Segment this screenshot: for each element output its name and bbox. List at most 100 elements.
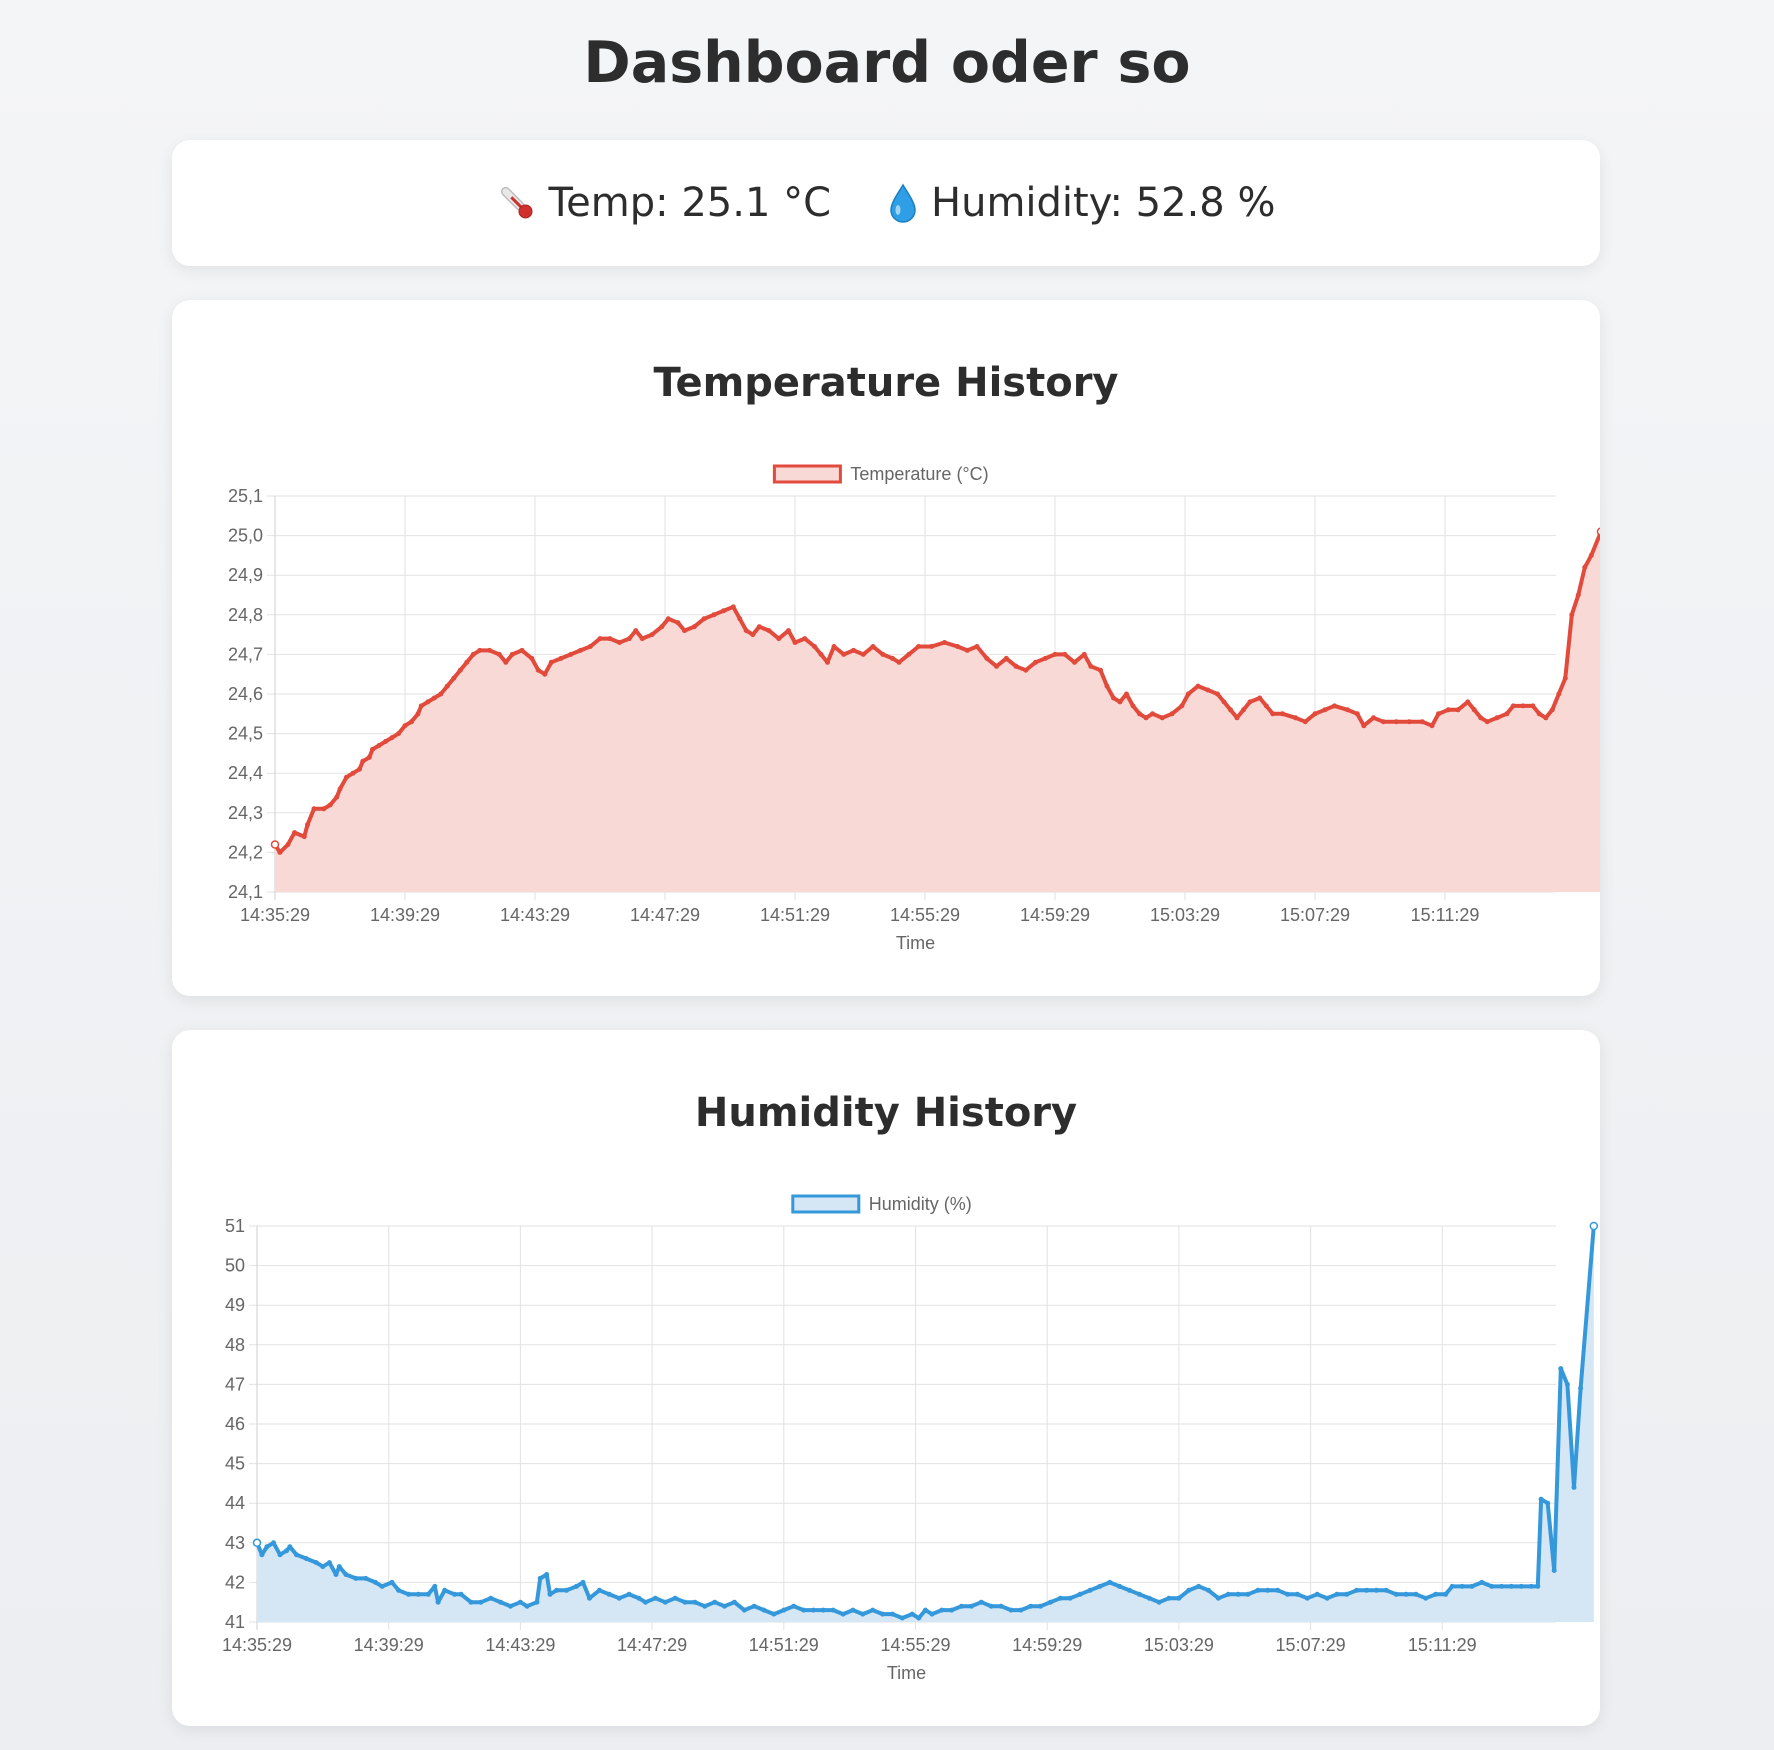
- humidity-data-point[interactable]: [1067, 1595, 1073, 1601]
- humidity-data-point[interactable]: [929, 1611, 935, 1617]
- temperature-data-point[interactable]: [1582, 564, 1588, 570]
- temperature-data-point[interactable]: [1033, 659, 1038, 665]
- temperature-data-point[interactable]: [766, 628, 772, 634]
- humidity-data-point[interactable]: [1087, 1587, 1093, 1593]
- humidity-data-point[interactable]: [1354, 1587, 1360, 1593]
- humidity-data-point[interactable]: [284, 1548, 290, 1554]
- humidity-data-point[interactable]: [1255, 1587, 1261, 1593]
- temperature-end-point[interactable]: [270, 840, 280, 849]
- temperature-data-point[interactable]: [1575, 592, 1581, 598]
- temperature-data-point[interactable]: [285, 842, 291, 847]
- temperature-data-point[interactable]: [344, 774, 349, 780]
- humidity-data-point[interactable]: [1364, 1587, 1370, 1593]
- temperature-data-point[interactable]: [737, 616, 743, 622]
- humidity-data-point[interactable]: [1028, 1603, 1034, 1609]
- humidity-data-point[interactable]: [1449, 1583, 1455, 1589]
- humidity-data-point[interactable]: [396, 1587, 402, 1593]
- temperature-data-point[interactable]: [1361, 723, 1367, 729]
- humidity-data-point[interactable]: [1571, 1484, 1577, 1490]
- temperature-data-point[interactable]: [389, 735, 395, 741]
- humidity-data-point[interactable]: [1499, 1583, 1505, 1589]
- humidity-data-point[interactable]: [580, 1579, 586, 1585]
- temperature-data-point[interactable]: [438, 691, 444, 697]
- humidity-data-point[interactable]: [544, 1572, 550, 1577]
- temperature-data-point[interactable]: [1312, 711, 1318, 717]
- temperature-data-point[interactable]: [1406, 719, 1412, 725]
- humidity-data-point[interactable]: [810, 1607, 816, 1613]
- temperature-data-point[interactable]: [1117, 699, 1123, 705]
- humidity-data-point[interactable]: [468, 1599, 474, 1605]
- humidity-data-point[interactable]: [741, 1607, 747, 1613]
- humidity-data-point[interactable]: [636, 1595, 642, 1601]
- humidity-data-point[interactable]: [537, 1575, 543, 1581]
- temperature-data-point[interactable]: [376, 743, 382, 748]
- temperature-data-point[interactable]: [1042, 655, 1048, 661]
- temperature-data-point[interactable]: [812, 644, 817, 649]
- temperature-chart-legend[interactable]: Temperature (°C): [772, 464, 989, 484]
- humidity-data-point[interactable]: [988, 1603, 994, 1609]
- humidity-data-point[interactable]: [373, 1579, 378, 1585]
- humidity-data-point[interactable]: [1166, 1595, 1172, 1601]
- temperature-data-point[interactable]: [464, 659, 470, 665]
- humidity-data-point[interactable]: [978, 1599, 984, 1605]
- temperature-data-point[interactable]: [1081, 651, 1087, 657]
- temperature-data-point[interactable]: [311, 806, 317, 812]
- humidity-data-point[interactable]: [1479, 1579, 1485, 1585]
- humidity-data-point[interactable]: [652, 1595, 658, 1601]
- humidity-data-point[interactable]: [271, 1540, 276, 1546]
- humidity-data-point[interactable]: [336, 1564, 342, 1570]
- temperature-data-point[interactable]: [1429, 723, 1435, 729]
- temperature-data-point[interactable]: [964, 647, 970, 653]
- humidity-data-point[interactable]: [801, 1607, 807, 1613]
- temperature-data-point[interactable]: [1257, 695, 1263, 701]
- temperature-data-point[interactable]: [1556, 691, 1562, 697]
- temperature-data-point[interactable]: [994, 663, 999, 669]
- temperature-data-point[interactable]: [1013, 663, 1019, 669]
- temperature-data-point[interactable]: [1195, 683, 1201, 689]
- humidity-data-point[interactable]: [517, 1599, 523, 1605]
- humidity-data-point[interactable]: [1433, 1591, 1439, 1597]
- humidity-data-points[interactable]: [252, 1221, 1599, 1621]
- humidity-data-point[interactable]: [643, 1599, 648, 1605]
- temperature-data-point[interactable]: [851, 647, 856, 653]
- temperature-data-point[interactable]: [496, 651, 502, 657]
- humidity-data-point[interactable]: [1518, 1583, 1524, 1589]
- humidity-data-point[interactable]: [534, 1599, 540, 1605]
- temperature-data-point[interactable]: [825, 659, 830, 665]
- temperature-data-point[interactable]: [1263, 703, 1269, 709]
- humidity-data-point[interactable]: [1324, 1595, 1330, 1601]
- temperature-data-point[interactable]: [1104, 683, 1110, 689]
- temperature-data-point[interactable]: [1419, 719, 1425, 725]
- humidity-data-point[interactable]: [1235, 1591, 1241, 1597]
- temperature-data-point[interactable]: [626, 636, 632, 642]
- humidity-data-point[interactable]: [452, 1591, 457, 1597]
- temperature-data-point[interactable]: [292, 830, 297, 836]
- humidity-data-point[interactable]: [1196, 1583, 1202, 1589]
- temperature-data-point[interactable]: [357, 766, 362, 772]
- temperature-data-point[interactable]: [1179, 703, 1185, 709]
- humidity-data-point[interactable]: [870, 1607, 876, 1613]
- humidity-data-point[interactable]: [820, 1607, 826, 1613]
- temperature-data-point[interactable]: [1562, 675, 1568, 681]
- humidity-data-point[interactable]: [1294, 1591, 1300, 1597]
- temperature-data-point[interactable]: [1436, 711, 1441, 717]
- humidity-data-point[interactable]: [313, 1560, 319, 1566]
- humidity-data-point[interactable]: [1564, 1381, 1570, 1387]
- humidity-data-point[interactable]: [1097, 1583, 1103, 1589]
- humidity-data-point[interactable]: [573, 1583, 579, 1589]
- humidity-data-point[interactable]: [1176, 1595, 1182, 1601]
- temperature-data-point[interactable]: [617, 640, 622, 645]
- temperature-data-point[interactable]: [1588, 552, 1594, 558]
- humidity-data-point[interactable]: [751, 1603, 757, 1609]
- humidity-data-point[interactable]: [939, 1607, 945, 1613]
- humidity-data-point[interactable]: [406, 1591, 411, 1597]
- temperature-data-point[interactable]: [1302, 719, 1308, 725]
- temperature-data-point[interactable]: [487, 647, 492, 653]
- temperature-data-point[interactable]: [451, 675, 457, 681]
- temperature-data-point[interactable]: [841, 651, 847, 657]
- temperature-data-point[interactable]: [1322, 707, 1328, 713]
- temperature-data-point[interactable]: [1215, 691, 1220, 697]
- temperature-data-point[interactable]: [786, 628, 791, 634]
- temperature-data-point[interactable]: [327, 802, 333, 808]
- humidity-data-point[interactable]: [587, 1595, 592, 1601]
